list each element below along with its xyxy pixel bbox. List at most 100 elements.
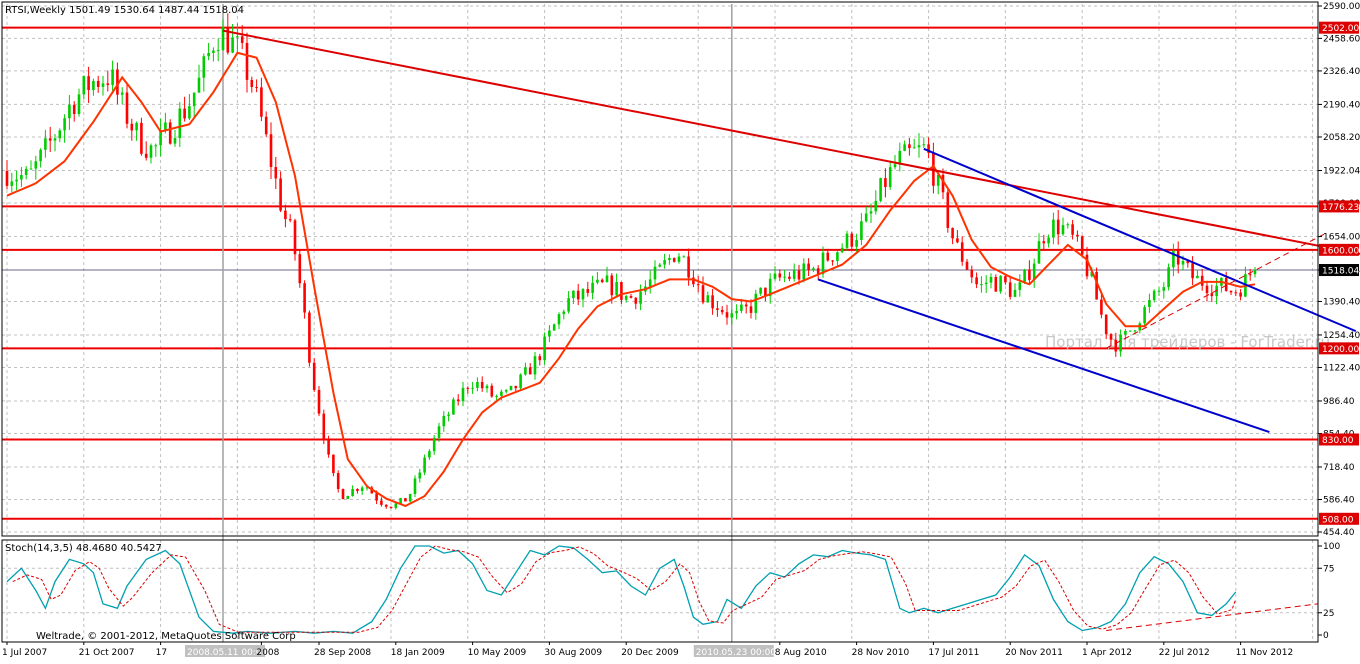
candle-body	[1028, 269, 1031, 280]
candle-body	[716, 308, 719, 310]
candle-body	[552, 324, 556, 331]
time-tick-label: 21 Oct 2007	[79, 648, 135, 658]
candle-body	[476, 381, 479, 388]
candle-body	[524, 367, 527, 375]
candle-body	[432, 437, 436, 452]
candle-body	[720, 309, 724, 313]
price-tick-label: 1254.40	[1323, 331, 1360, 341]
candle-body	[1143, 307, 1146, 324]
level-price-label: 1200.00	[1322, 345, 1359, 355]
candle-body	[1018, 282, 1022, 290]
candle-body	[528, 367, 532, 375]
time-tick-label: 22 Jul 2012	[1159, 648, 1210, 658]
candle-body	[1224, 277, 1228, 291]
candle-body	[5, 171, 9, 186]
level-price-label: 830.00	[1322, 436, 1354, 446]
candle-body	[509, 385, 513, 390]
candle-body	[1042, 241, 1046, 244]
candle-body	[1061, 225, 1065, 235]
candle-body	[1172, 250, 1175, 268]
candle-body	[893, 164, 897, 168]
candle-body	[970, 269, 974, 278]
candle-body	[908, 144, 911, 149]
candle-body	[821, 252, 825, 275]
current-price-label: 1518.04	[1322, 267, 1359, 277]
candle-body	[629, 296, 633, 298]
candle-body	[730, 313, 734, 318]
candle-body	[346, 496, 350, 500]
moving-average	[6, 51, 1256, 508]
level-price-tag	[1319, 433, 1359, 446]
candle-body	[173, 137, 177, 144]
trendline-support-dashed[interactable]	[1105, 232, 1328, 349]
price-tick-label: 1922.04	[1323, 167, 1360, 177]
trendline-resistance[interactable]	[222, 29, 1360, 260]
candle-body	[288, 219, 292, 221]
candle-body	[1104, 314, 1108, 335]
candle-body	[274, 167, 278, 179]
candle-body	[351, 489, 354, 497]
candle-body	[538, 356, 542, 361]
trendlines[interactable]	[222, 29, 1360, 632]
trendline-channel-upper[interactable]	[923, 147, 1357, 333]
price-tick-label: 718.40	[1323, 463, 1355, 473]
candle-body	[461, 387, 465, 402]
candle-body	[840, 247, 844, 253]
candle-body	[624, 296, 628, 300]
level-price-tag	[1319, 21, 1359, 34]
trendline-channel-lower[interactable]	[817, 278, 1270, 434]
candle-body	[1200, 275, 1204, 286]
time-tick-label: 17	[156, 648, 167, 658]
candle-body	[130, 123, 134, 131]
copyright: Weltrade, © 2001-2012, MetaQuotes Softwa…	[36, 631, 296, 642]
candle-body	[600, 279, 604, 283]
candle-body	[1186, 261, 1190, 264]
price-tick-label: 586.40	[1323, 495, 1355, 505]
candle-body	[375, 493, 378, 501]
level-price-tag	[1319, 512, 1359, 525]
candle-body	[980, 284, 983, 286]
time-tick-label: 2008	[256, 648, 279, 658]
time-highlight-label: 2010.05.23 00:00	[696, 648, 777, 658]
candle-body	[634, 297, 638, 304]
price-tick-label: 1390.40	[1323, 297, 1360, 307]
candle-body	[101, 83, 105, 87]
candle-body	[77, 94, 81, 115]
candle-body	[831, 260, 834, 262]
candle-body	[1133, 330, 1137, 332]
candle-body	[399, 498, 402, 504]
candle-body	[279, 178, 282, 211]
price-tick-label: 1654.00	[1323, 233, 1360, 243]
candle-body	[816, 268, 820, 275]
candle-body	[106, 83, 110, 85]
candle-body	[687, 256, 690, 278]
candle-body	[519, 374, 522, 389]
candle-body	[48, 138, 52, 141]
time-tick-label: 18 Jan 2009	[391, 648, 445, 658]
candle-body	[1196, 275, 1199, 279]
candle-body	[581, 289, 585, 300]
candle-body	[826, 252, 830, 261]
candle-body	[317, 389, 321, 414]
stoch-tick-label: 75	[1323, 564, 1334, 574]
level-price-label: 1600.00	[1322, 246, 1359, 256]
candle-body	[533, 356, 537, 375]
candle-body	[744, 304, 748, 307]
candle-body	[548, 330, 551, 337]
candle-body	[327, 439, 330, 455]
candle-body	[212, 50, 215, 53]
time-tick-label: 10 May 2009	[468, 648, 527, 658]
candle-body	[216, 50, 220, 52]
time-tick-label: 20 Dec 2009	[621, 648, 679, 658]
candle-body	[639, 291, 642, 304]
stoch-panel-frame	[1, 539, 1319, 643]
candle-body	[874, 200, 878, 212]
trendline-stoch-support-dashed[interactable]	[1106, 603, 1318, 632]
candle-body	[58, 130, 62, 139]
candle-body	[1109, 334, 1113, 340]
candle-body	[240, 36, 244, 44]
candle-body	[807, 263, 810, 271]
candle-body	[586, 289, 590, 293]
